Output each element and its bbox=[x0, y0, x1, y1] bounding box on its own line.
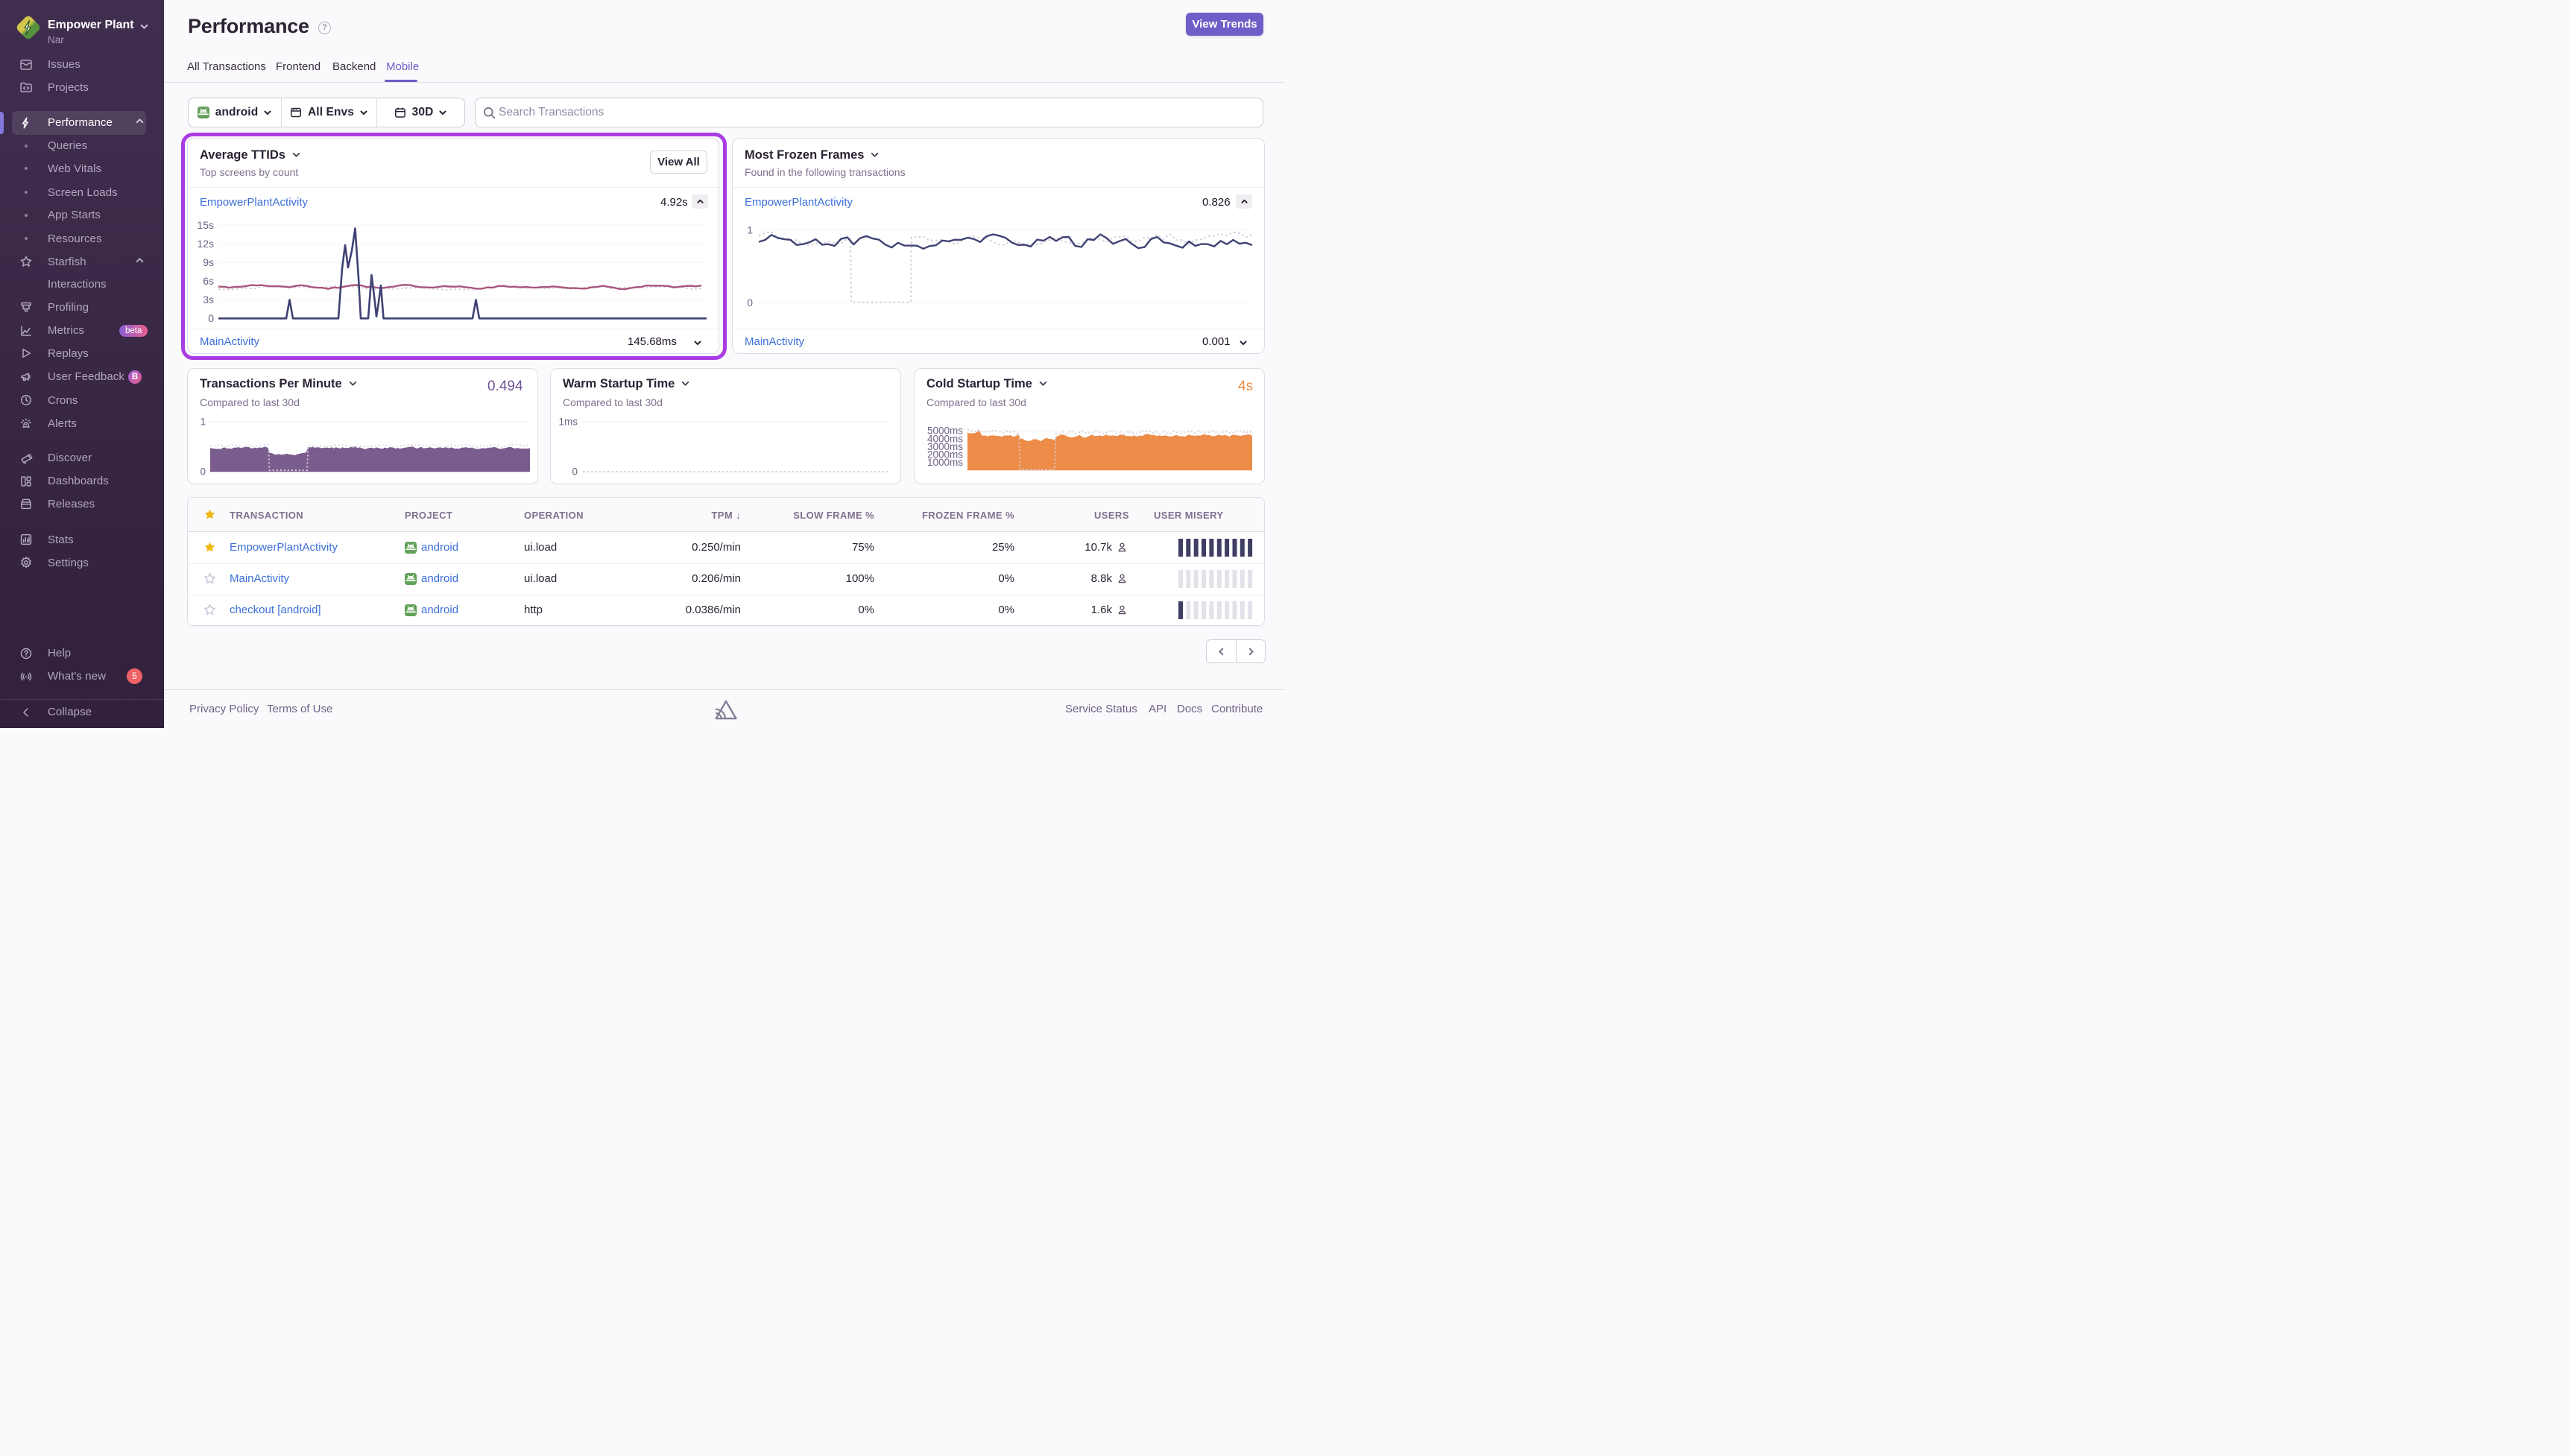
svg-text:1: 1 bbox=[200, 417, 206, 428]
svg-text:3s: 3s bbox=[203, 294, 214, 306]
svg-text:0: 0 bbox=[208, 312, 214, 324]
svg-text:9s: 9s bbox=[203, 256, 214, 268]
svg-text:5000ms: 5000ms bbox=[927, 425, 963, 437]
svg-text:12s: 12s bbox=[197, 238, 214, 250]
svg-text:1ms: 1ms bbox=[558, 417, 578, 428]
svg-text:15s: 15s bbox=[197, 219, 214, 231]
svg-text:6s: 6s bbox=[203, 275, 214, 287]
svg-text:4000ms: 4000ms bbox=[927, 433, 963, 444]
svg-text:1000ms: 1000ms bbox=[927, 457, 963, 468]
svg-text:0: 0 bbox=[200, 466, 206, 478]
svg-text:1: 1 bbox=[747, 224, 753, 236]
svg-text:3000ms: 3000ms bbox=[927, 441, 963, 452]
svg-text:2000ms: 2000ms bbox=[927, 449, 963, 460]
svg-text:0: 0 bbox=[747, 297, 753, 308]
svg-text:0: 0 bbox=[572, 466, 578, 478]
